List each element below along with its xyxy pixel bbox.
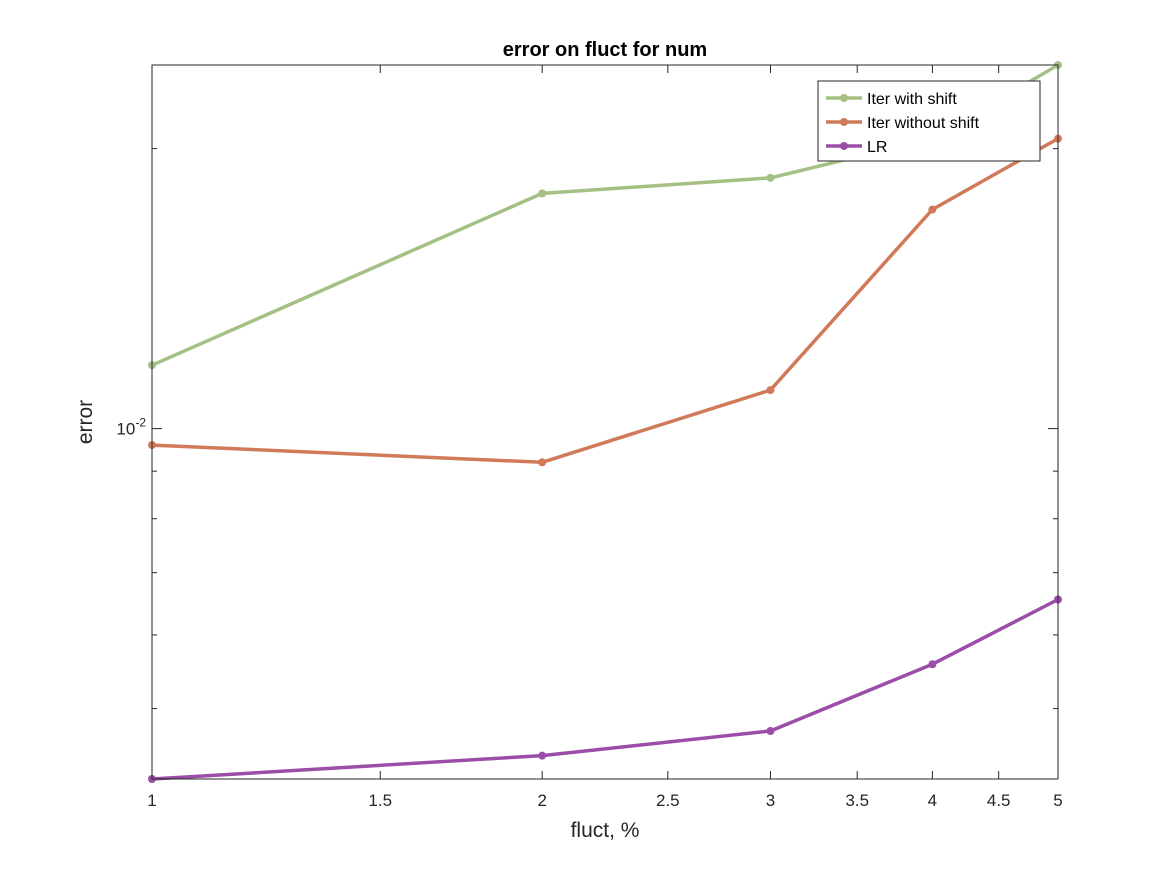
legend-items: Iter with shift Iter without shift LR [826, 91, 980, 156]
legend-marker [840, 142, 848, 150]
data-point [538, 751, 547, 760]
data-point [538, 189, 547, 198]
legend-label: LR [867, 139, 887, 156]
plot-frame [151, 64, 1059, 780]
data-point [538, 458, 547, 467]
legend-label: Iter without shift [867, 115, 980, 132]
x-tick-label: 3.5 [845, 791, 869, 810]
legend-marker [840, 94, 848, 102]
y-tick-label: 10-2 [116, 416, 146, 439]
series-2 [148, 595, 1062, 783]
legend[interactable]: Iter with shift Iter without shift LR [817, 80, 1041, 162]
x-tick-label: 5 [1053, 791, 1062, 810]
plot-background [152, 65, 1058, 779]
x-tick-label: 4 [928, 791, 937, 810]
data-point [766, 726, 775, 735]
data-point [766, 173, 775, 182]
chart-title: error on fluct for num [503, 39, 707, 61]
x-axis-title: fluct, % [571, 819, 640, 842]
data-point [766, 386, 775, 395]
data-point [928, 660, 937, 669]
y-axis-title: error [74, 400, 97, 444]
data-point [928, 205, 937, 214]
x-tick-label: 1 [147, 791, 156, 810]
y-ticks: 10-2 [116, 416, 1058, 439]
legend-marker [840, 118, 848, 126]
x-tick-label: 1.5 [368, 791, 392, 810]
y-minor-ticks [152, 148, 1058, 710]
x-tick-label: 3 [766, 791, 775, 810]
x-tick-label: 2.5 [656, 791, 680, 810]
x-tick-label: 2 [537, 791, 546, 810]
x-tick-label: 4.5 [987, 791, 1011, 810]
legend-label: Iter with shift [867, 91, 957, 108]
